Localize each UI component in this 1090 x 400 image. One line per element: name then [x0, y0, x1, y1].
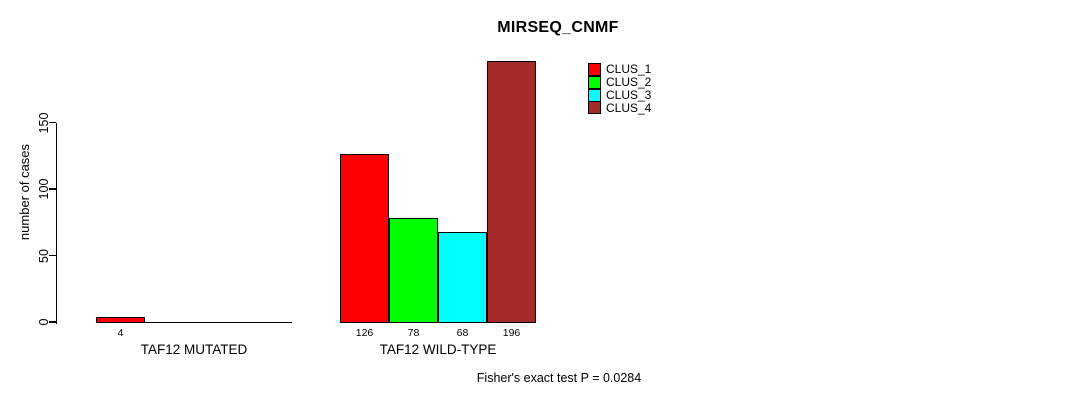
legend-item: CLUS_4 [588, 100, 652, 115]
legend-swatch-icon [588, 62, 601, 76]
y-tick [48, 188, 56, 190]
y-tick-label: 150 [37, 112, 51, 133]
legend-item: CLUS_1 [588, 62, 652, 77]
legend-swatch-icon [588, 88, 601, 102]
legend-item: CLUS_3 [588, 87, 652, 102]
y-tick-label: 0 [37, 318, 51, 326]
bar-value-label: 68 [456, 327, 469, 339]
annotation-pvalue: Fisher's exact test P = 0.0284 [476, 371, 642, 385]
bar-value-label: 78 [407, 327, 420, 339]
legend-swatch-icon [588, 75, 601, 89]
legend-label: CLUS_1 [606, 62, 652, 77]
bar-clus_1 [340, 154, 389, 323]
y-tick [48, 121, 56, 124]
legend: CLUS_1 CLUS_2 CLUS_3 CLUS_4 [588, 62, 652, 115]
bar-value-label: 126 [355, 327, 374, 339]
legend-swatch-icon [588, 101, 601, 115]
bar-value-label: 4 [117, 327, 124, 339]
legend-label: CLUS_3 [606, 87, 652, 102]
y-tick-label: 50 [37, 248, 51, 263]
y-tick [48, 254, 56, 257]
bar-clus_2 [389, 218, 438, 323]
bar-clus_4 [487, 61, 536, 323]
y-tick [48, 321, 56, 323]
x-group-label: TAF12 WILD-TYPE [379, 342, 497, 357]
legend-label: CLUS_4 [606, 100, 652, 115]
y-tick-label: 100 [37, 178, 51, 200]
bar-clus_3 [438, 231, 487, 323]
y-axis-line [55, 122, 57, 324]
legend-item: CLUS_2 [588, 75, 652, 90]
legend-label: CLUS_2 [606, 75, 652, 90]
x-axis-baseline [96, 321, 292, 323]
chart-title: MIRSEQ_CNMF [497, 19, 619, 36]
bar-value-label: 196 [502, 327, 521, 339]
bar-clus_1 [96, 316, 145, 323]
x-group-label: TAF12 MUTATED [140, 342, 248, 357]
